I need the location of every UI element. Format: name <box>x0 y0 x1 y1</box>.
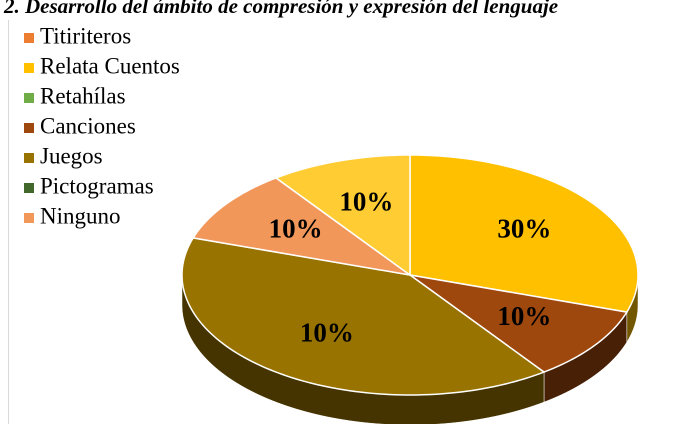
legend-label: Ninguno <box>40 203 121 228</box>
data-label: 30% <box>497 213 551 243</box>
legend-swatch <box>24 213 34 223</box>
legend-swatch <box>24 63 34 73</box>
legend-label: Relata Cuentos <box>40 53 180 78</box>
slice <box>191 177 411 276</box>
chart-title: 2. Desarrollo del ámbito de compresión y… <box>3 0 558 18</box>
legend-label: Canciones <box>40 113 136 138</box>
legend-label: Juegos <box>40 143 103 168</box>
legend-swatch <box>24 123 34 133</box>
slice <box>409 154 639 313</box>
legend-swatch <box>24 153 34 163</box>
legend-label: Pictogramas <box>40 173 154 198</box>
legend-swatch <box>24 183 34 193</box>
data-label: 10% <box>269 213 323 243</box>
data-label: 10% <box>300 317 354 347</box>
slice <box>181 237 546 396</box>
legend-swatch <box>24 93 34 103</box>
legend-label: Retahílas <box>40 83 126 108</box>
data-label: 10% <box>339 186 393 216</box>
slice <box>409 274 629 373</box>
slice <box>274 154 411 277</box>
data-label: 10% <box>497 301 551 331</box>
legend-label: Titiriteros <box>40 23 131 48</box>
legend-swatch <box>24 33 34 43</box>
